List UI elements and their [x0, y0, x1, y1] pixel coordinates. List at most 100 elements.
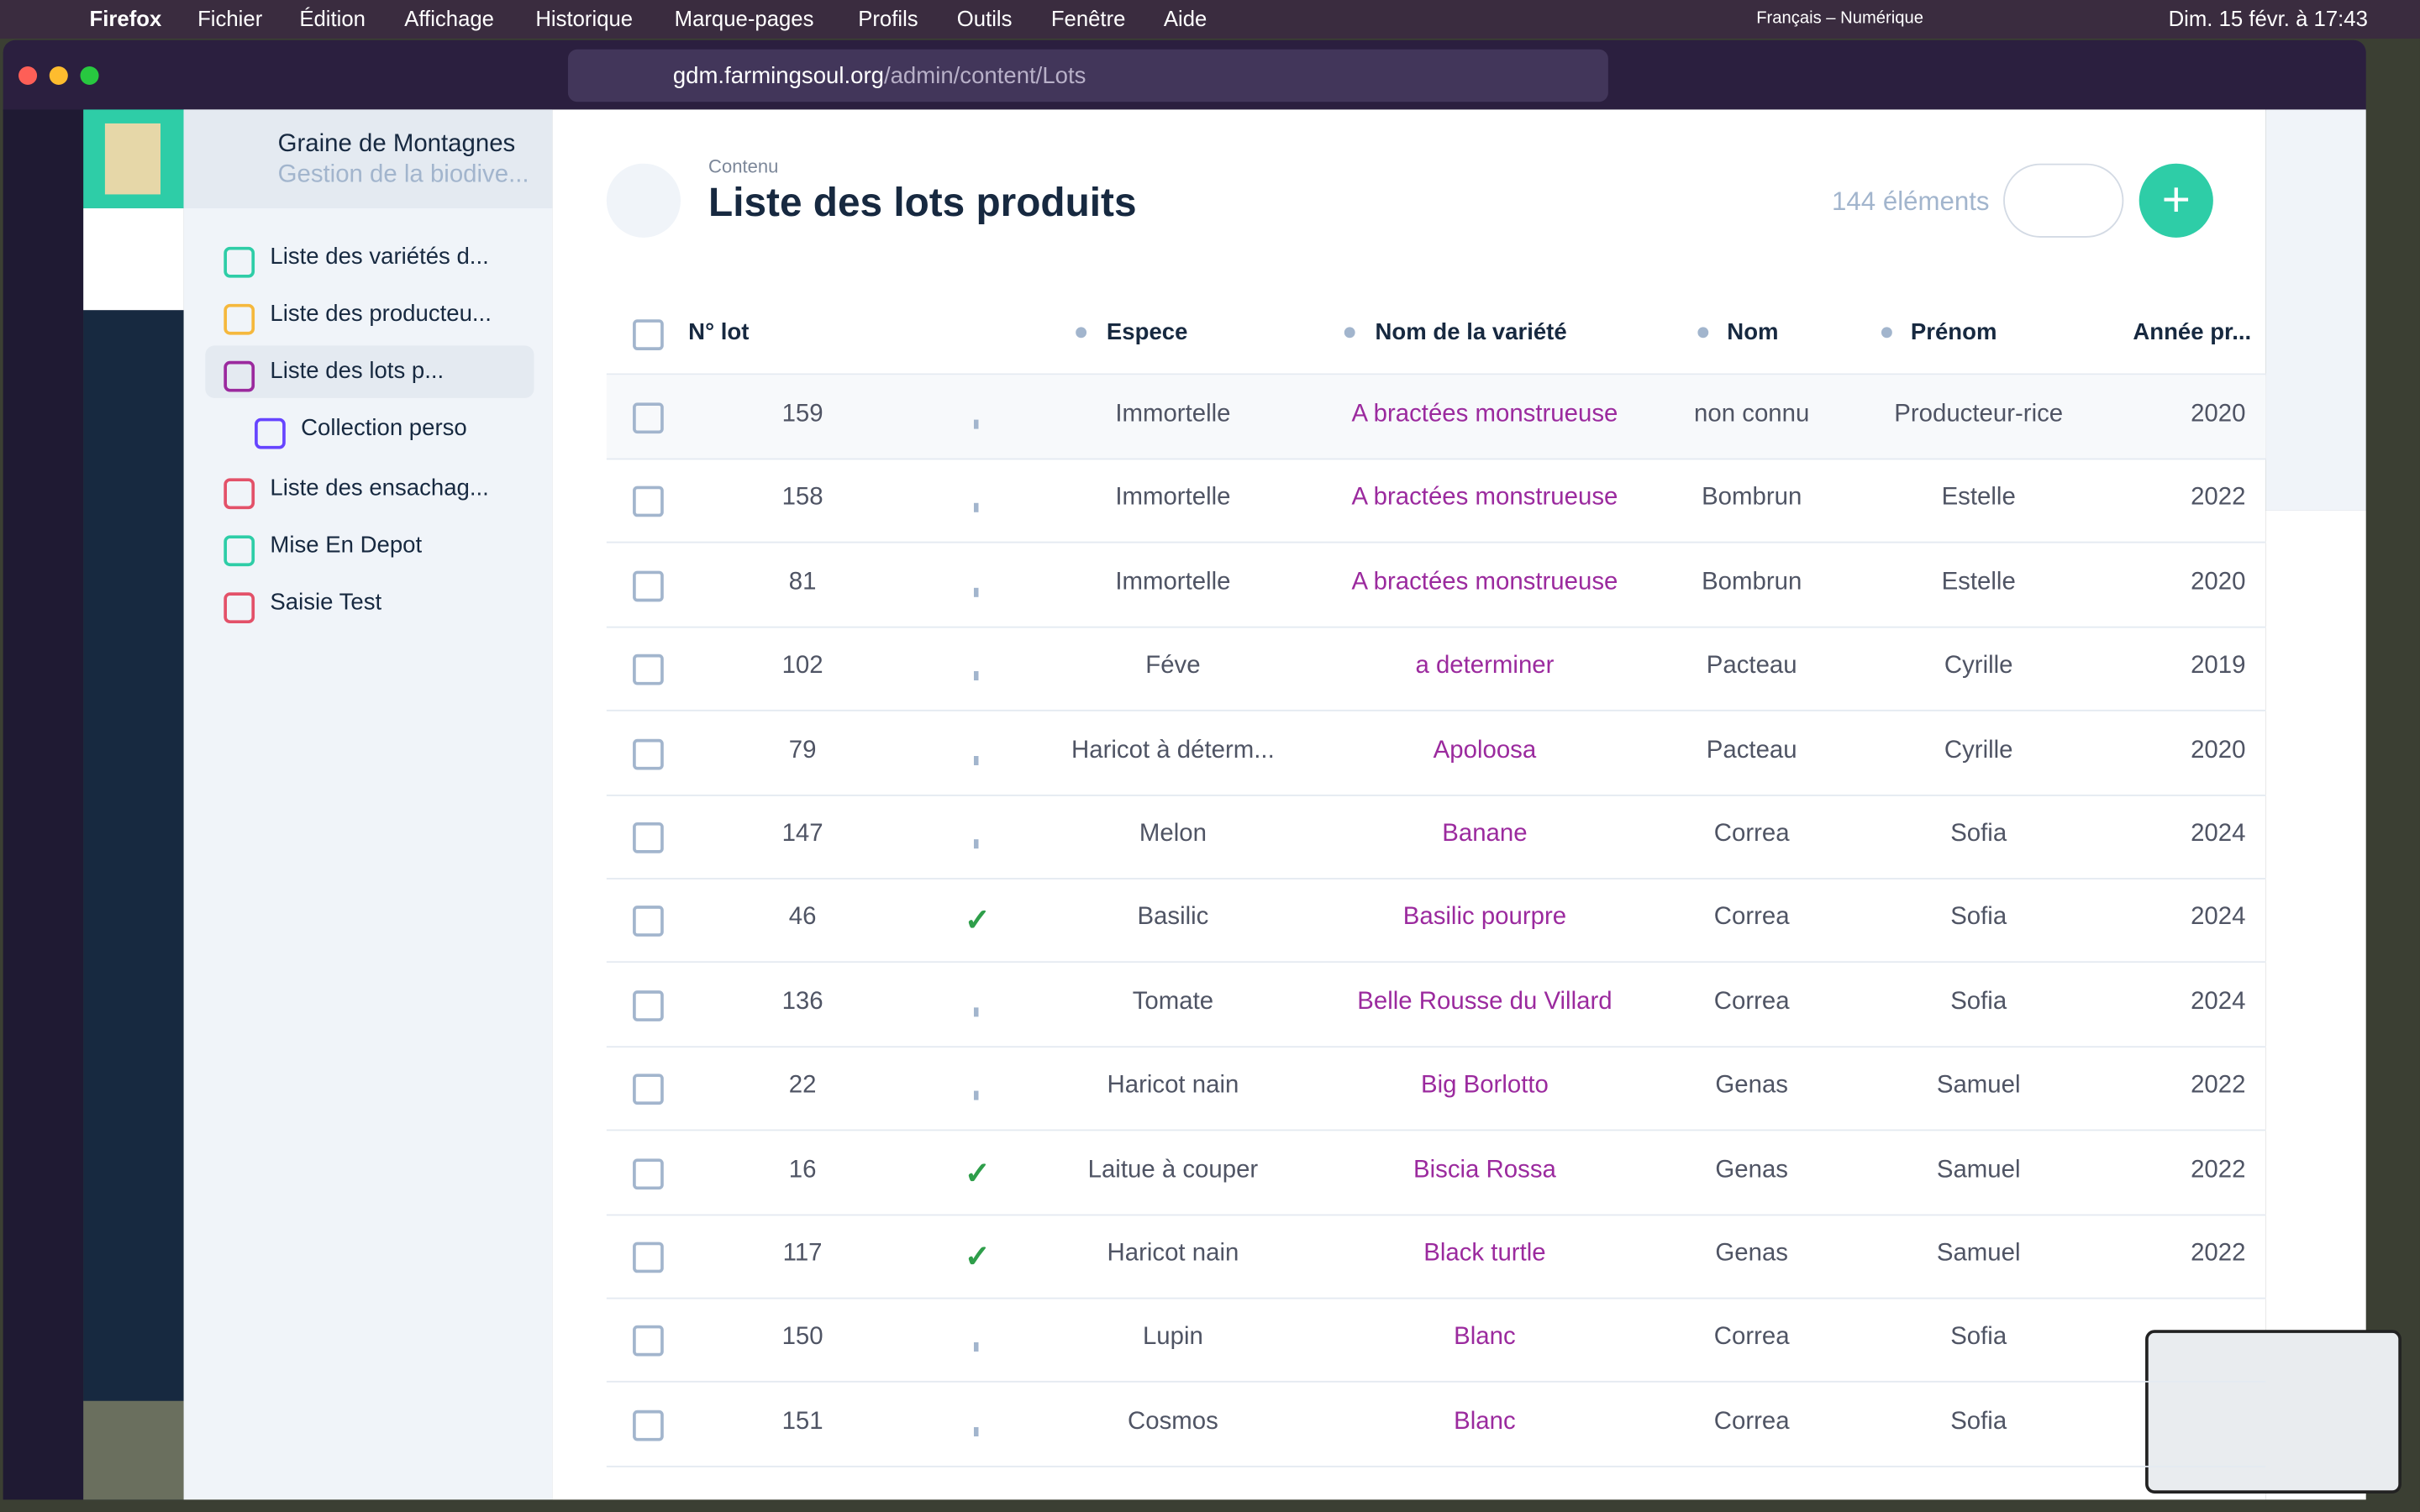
avatar[interactable] — [83, 1400, 184, 1500]
column-header[interactable]: Nom — [1727, 319, 1779, 346]
cell: 2022 — [2191, 1072, 2246, 1100]
row-line — [606, 1465, 2266, 1467]
cell: 2024 — [2191, 905, 2246, 932]
window-thumbnail[interactable] — [2145, 1330, 2402, 1494]
nav-panel — [183, 109, 553, 1500]
row-checkbox[interactable] — [633, 486, 664, 518]
row-checkbox[interactable] — [633, 990, 664, 1021]
cell: 151 — [781, 1408, 823, 1435]
cell: 117 — [782, 1240, 823, 1267]
cell: Cosmos — [1128, 1408, 1218, 1435]
cell: Apoloosa — [1433, 737, 1537, 764]
search-filter[interactable] — [2003, 163, 2124, 238]
row-checkbox[interactable] — [633, 654, 664, 685]
input-source[interactable]: Français – Numérique — [1756, 9, 1923, 29]
nav-icon — [224, 360, 255, 392]
column-header[interactable]: N° lot — [688, 319, 750, 346]
cell: 16 — [788, 1156, 817, 1184]
nav-item[interactable]: Liste des lots p... — [270, 358, 445, 385]
row-checkbox[interactable] — [633, 1158, 664, 1189]
menu-item[interactable]: Édition — [299, 6, 366, 31]
select-all[interactable] — [633, 319, 664, 350]
empty-mark — [973, 755, 979, 765]
row-checkbox[interactable] — [633, 1326, 664, 1357]
row-checkbox[interactable] — [633, 1074, 664, 1105]
project-subtitle: Gestion de la biodive... — [277, 161, 529, 189]
breadcrumb[interactable]: Contenu — [708, 155, 779, 178]
nav-active — [205, 345, 534, 398]
nav-item[interactable]: Liste des producteu... — [270, 301, 492, 328]
app-name[interactable]: Firefox — [89, 6, 162, 31]
menu-item[interactable]: Historique — [535, 6, 634, 31]
cell: Haricot nain — [1107, 1072, 1239, 1100]
empty-mark — [973, 587, 979, 597]
nav-icon — [224, 246, 255, 278]
cell: Immortelle — [1115, 485, 1231, 512]
cell: A bractées monstrueuse — [1351, 401, 1618, 428]
cell: Cyrille — [1944, 737, 2013, 764]
clock[interactable]: Dim. 15 févr. à 17:43 — [2168, 6, 2368, 31]
cell: 2020 — [2191, 569, 2246, 596]
cell: Correa — [1713, 905, 1790, 932]
row-line — [606, 794, 2266, 796]
column-header[interactable]: Nom de la variété — [1375, 319, 1567, 346]
menu-item[interactable]: Profils — [858, 6, 918, 31]
column-header[interactable]: Espece — [1106, 319, 1188, 346]
add-button[interactable]: + — [2139, 163, 2213, 238]
nav-item[interactable]: Liste des ensachag... — [270, 475, 489, 501]
module-active[interactable] — [83, 207, 184, 311]
cell: Genas — [1715, 1156, 1788, 1184]
row-line — [606, 1213, 2266, 1215]
menu-item[interactable]: Affichage — [404, 6, 494, 31]
row-line — [606, 1045, 2266, 1047]
menubar — [0, 0, 2420, 39]
row-checkbox[interactable] — [633, 822, 664, 853]
row-checkbox[interactable] — [633, 906, 664, 937]
menu-item[interactable]: Aide — [1163, 6, 1207, 31]
empty-mark — [973, 419, 979, 429]
nav-item[interactable]: Collection perso — [301, 415, 467, 442]
row-checkbox[interactable] — [633, 738, 664, 769]
menu-item[interactable]: Marque-pages — [674, 6, 814, 31]
column-header[interactable]: Prénom — [1910, 319, 1997, 346]
nav-item[interactable]: Mise En Depot — [270, 532, 423, 559]
minimize[interactable] — [49, 66, 68, 86]
row-line — [606, 626, 2266, 628]
nav-icon — [255, 417, 286, 449]
cell: 102 — [781, 653, 823, 680]
close[interactable] — [18, 66, 38, 86]
row-checkbox[interactable] — [633, 1242, 664, 1273]
cell: Estelle — [1941, 569, 2016, 596]
firefox-sidebar — [3, 109, 84, 1500]
cell: 22 — [788, 1072, 817, 1100]
cell: 81 — [788, 569, 817, 596]
cell: Pacteau — [1706, 653, 1797, 680]
project-header — [183, 109, 553, 208]
row-checkbox[interactable] — [633, 1410, 664, 1441]
url-bar[interactable] — [567, 49, 1608, 102]
cell: 159 — [781, 401, 823, 428]
menu-item[interactable]: Fenêtre — [1050, 6, 1126, 31]
cell: 147 — [781, 821, 823, 848]
column-dot — [1881, 327, 1892, 339]
nav-item[interactable]: Saisie Test — [270, 589, 382, 616]
zoom[interactable] — [80, 66, 99, 86]
check-mark: ✓ — [964, 1240, 991, 1275]
main — [552, 109, 2266, 1500]
cell: Haricot nain — [1107, 1240, 1239, 1267]
row-checkbox[interactable] — [633, 402, 664, 434]
cell: Samuel — [1936, 1240, 2021, 1267]
item-count: 144 éléments — [1832, 186, 1990, 217]
cell: Pacteau — [1706, 737, 1797, 764]
menu-item[interactable]: Outils — [956, 6, 1013, 31]
column-header[interactable]: Année pr... — [2133, 319, 2252, 346]
nav-item[interactable]: Liste des variétés d... — [270, 244, 489, 270]
empty-mark — [973, 1007, 979, 1017]
menu-item[interactable]: Fichier — [197, 6, 263, 31]
cell: 2024 — [2191, 988, 2246, 1016]
nav-icon — [224, 478, 255, 510]
cell: 79 — [788, 737, 817, 764]
row-hover — [606, 375, 2266, 459]
row-checkbox[interactable] — [633, 570, 664, 601]
cell: 2020 — [2191, 401, 2246, 428]
